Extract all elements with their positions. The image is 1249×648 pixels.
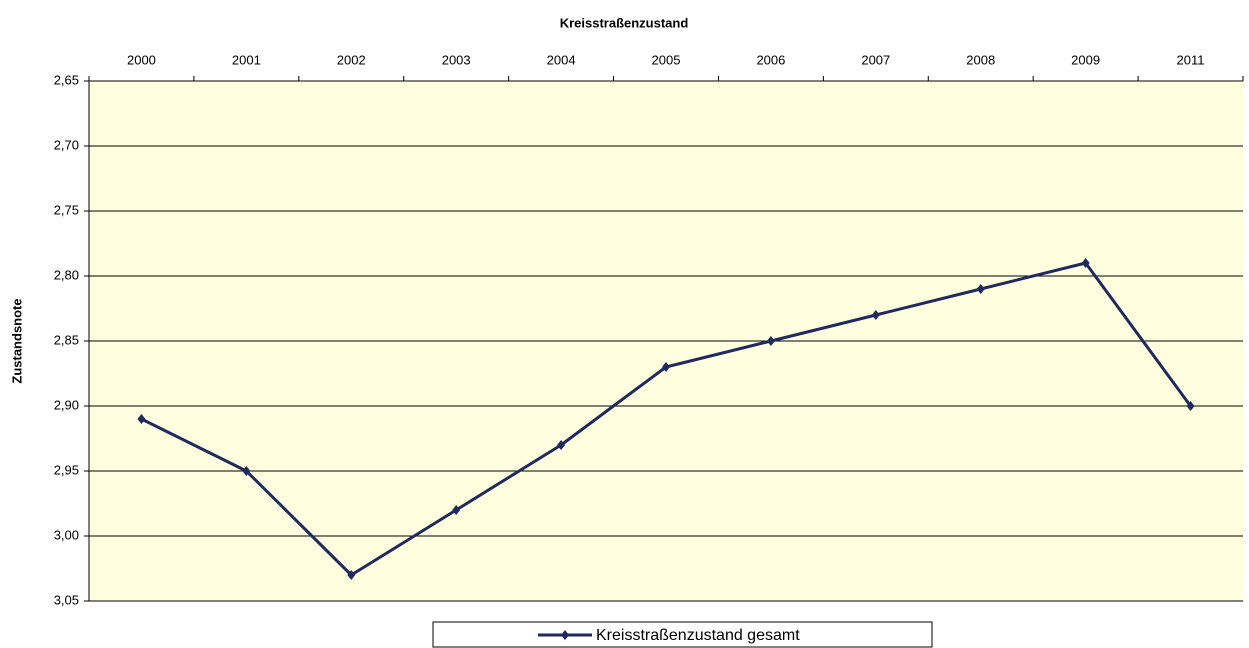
y-tick-label: 2,80 (54, 267, 79, 282)
y-tick-label: 2,90 (54, 397, 79, 412)
x-tick-label: 2001 (232, 52, 261, 67)
marker (557, 440, 566, 450)
marker (662, 362, 670, 372)
y-tick-label: 3,05 (54, 592, 79, 607)
y-tick-label: 2,85 (54, 332, 79, 347)
y-tick-label: 2,75 (54, 202, 79, 217)
legend-box (432, 621, 933, 648)
marker (1186, 401, 1195, 411)
marker (347, 570, 356, 580)
marker (976, 284, 985, 294)
legend-label: Kreisstraßenzustand gesamt (596, 627, 800, 644)
y-axis-label: Zustandsnote (9, 298, 24, 383)
marker (766, 336, 775, 346)
marker (137, 414, 146, 424)
x-tick-label: 2000 (127, 52, 156, 67)
marker (452, 505, 461, 515)
marker (242, 466, 251, 476)
x-tick-label: 2004 (547, 52, 576, 67)
legend-marker (561, 630, 569, 640)
y-tick-label: 3,00 (54, 527, 79, 542)
x-tick-label: 2011 (1177, 52, 1205, 67)
marker (1081, 258, 1090, 268)
x-tick-label: 2006 (756, 52, 785, 67)
marker (871, 310, 880, 320)
x-tick-label: 2002 (337, 52, 366, 67)
x-tick-label: 2005 (652, 52, 681, 67)
x-tick-label: 2009 (1071, 52, 1100, 67)
x-tick-label: 2007 (861, 52, 890, 67)
x-tick-label: 2003 (442, 52, 471, 67)
x-tick-label: 2008 (966, 52, 995, 67)
y-tick-label: 2,70 (54, 137, 79, 152)
y-tick-label: 2,95 (54, 462, 79, 477)
y-tick-label: 2,65 (54, 72, 79, 87)
chart-title: Kreisstraßenzustand (560, 15, 689, 30)
